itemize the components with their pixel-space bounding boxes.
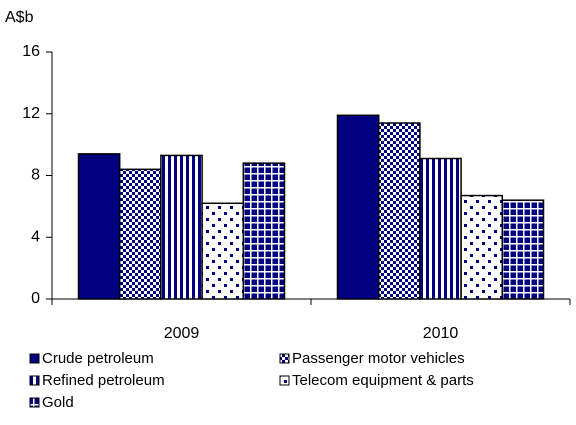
legend-label: Refined petroleum — [42, 372, 165, 389]
y-tick-label: 8 — [31, 167, 40, 184]
y-tick-label: 12 — [22, 105, 40, 122]
x-tick-label: 2010 — [423, 325, 459, 342]
legend-swatch — [29, 397, 40, 408]
bar — [336, 114, 380, 300]
legend-swatch — [29, 375, 40, 386]
bar — [460, 194, 504, 300]
bar — [501, 199, 545, 300]
bar — [118, 168, 162, 300]
legend-label: Gold — [42, 394, 74, 411]
bar — [377, 122, 421, 300]
legend-label: Telecom equipment & parts — [292, 372, 474, 389]
bar — [201, 202, 245, 300]
y-axis-label: A$b — [5, 9, 34, 26]
y-tick-label: 0 — [31, 290, 40, 307]
bar — [77, 153, 121, 300]
legend-swatch — [29, 353, 40, 364]
legend-swatch — [279, 375, 290, 386]
bar — [419, 157, 462, 300]
legend-label: Crude petroleum — [42, 350, 154, 367]
y-tick-label: 16 — [22, 43, 40, 60]
y-tick-label: 4 — [31, 228, 40, 245]
legend-swatch — [279, 353, 290, 364]
bar — [242, 162, 286, 300]
legend-label: Passenger motor vehicles — [292, 350, 465, 367]
x-tick-label: 2009 — [164, 325, 200, 342]
bar — [160, 154, 203, 300]
